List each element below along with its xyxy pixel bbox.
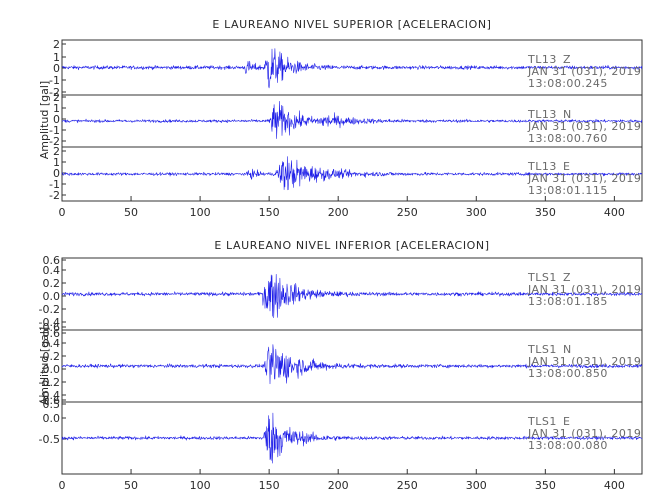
y-tick-label: 0 [53,62,60,75]
y-tick-label: 1 [53,102,60,115]
y-tick-label: -0.2 [39,303,60,316]
waveform-trace [61,101,643,139]
y-tick-label: 0.6 [43,254,61,267]
station-label: TLS1 [527,271,557,284]
y-tick-label: -1 [49,124,60,137]
x-tick-label: 50 [124,479,138,492]
y-tick-label: 0.0 [43,363,61,376]
time-label: 13:08:00.760 [528,132,608,145]
component-label: Z [563,271,571,284]
y-tick-label: 0.4 [43,337,61,350]
y-tick-label: -0.6 [39,321,60,334]
station-label: TL13 [527,108,557,121]
y-tick-label: 2 [53,91,60,104]
x-tick-label: 0 [59,206,66,219]
x-tick-label: 100 [190,206,211,219]
y-tick-label: 0.6 [43,327,61,340]
waveform-trace [61,48,643,89]
x-tick-label: 300 [466,479,487,492]
y-tick-label: 0.0 [43,412,61,425]
y-tick-label: 1 [53,51,60,64]
x-tick-label: 400 [604,479,625,492]
y-tick-label: 0.5 [43,398,61,411]
time-label: 13:08:00.080 [528,439,608,452]
date-label: JAN 31 (031), 2019 [527,283,641,296]
time-label: 13:08:00.850 [528,367,608,380]
y-tick-label: 0.2 [43,277,61,290]
date-label: JAN 31 (031), 2019 [527,65,641,78]
y-tick-label: 0 [53,167,60,180]
component-label: E [563,415,570,428]
station-label: TL13 [527,53,557,66]
y-tick-label: -1 [49,178,60,191]
waveform-trace [61,156,643,191]
time-label: 13:08:01.115 [528,184,608,197]
y-axis-label: Amplitud [gal] [38,81,51,159]
x-tick-label: 0 [59,479,66,492]
y-tick-label: 0.0 [43,290,61,303]
date-label: JAN 31 (031), 2019 [527,355,641,368]
y-tick-label: -2 [49,189,60,202]
y-tick-label: -0.6 [39,394,60,407]
x-tick-label: 200 [328,479,349,492]
y-axis-label: Amplitud [gal] [38,327,51,405]
component-label: Z [563,53,571,66]
waveform-trace [61,412,643,464]
y-tick-label: 0 [53,113,60,126]
y-tick-label: 0.4 [43,264,61,277]
x-tick-label: 200 [328,206,349,219]
y-tick-label: -0.2 [39,376,60,389]
time-label: 13:08:01.185 [528,295,608,308]
y-tick-label: -0.4 [39,316,60,329]
x-tick-label: 350 [535,479,556,492]
station-label: TL13 [527,160,557,173]
y-tick-label: 2 [53,145,60,158]
x-tick-label: 250 [397,206,418,219]
waveform-trace [61,344,643,385]
y-tick-label: -0.5 [39,433,60,446]
station-label: TLS1 [527,415,557,428]
date-label: JAN 31 (031), 2019 [527,120,641,133]
chart-title: E LAUREANO NIVEL INFERIOR [ACELERACION] [214,239,489,252]
y-tick-label: -2 [49,86,60,99]
time-label: 13:08:00.245 [528,77,608,90]
x-tick-label: 150 [259,206,280,219]
x-tick-label: 50 [124,206,138,219]
y-tick-label: 1 [53,156,60,169]
y-tick-label: 0.2 [43,350,61,363]
date-label: JAN 31 (031), 2019 [527,172,641,185]
x-tick-label: 100 [190,479,211,492]
waveform-trace [61,274,643,318]
x-tick-label: 350 [535,206,556,219]
component-label: N [563,343,572,356]
component-label: E [563,160,570,173]
y-tick-label: -0.4 [39,389,60,402]
x-tick-label: 400 [604,206,625,219]
y-tick-label: -1 [49,74,60,87]
station-label: TLS1 [527,343,557,356]
chart-title: E LAUREANO NIVEL SUPERIOR [ACELERACION] [212,18,491,31]
component-label: N [563,108,572,121]
x-tick-label: 150 [259,479,280,492]
y-tick-label: 2 [53,38,60,51]
y-tick-label: -2 [49,135,60,148]
x-tick-label: 300 [466,206,487,219]
x-tick-label: 250 [397,479,418,492]
date-label: JAN 31 (031), 2019 [527,427,641,440]
